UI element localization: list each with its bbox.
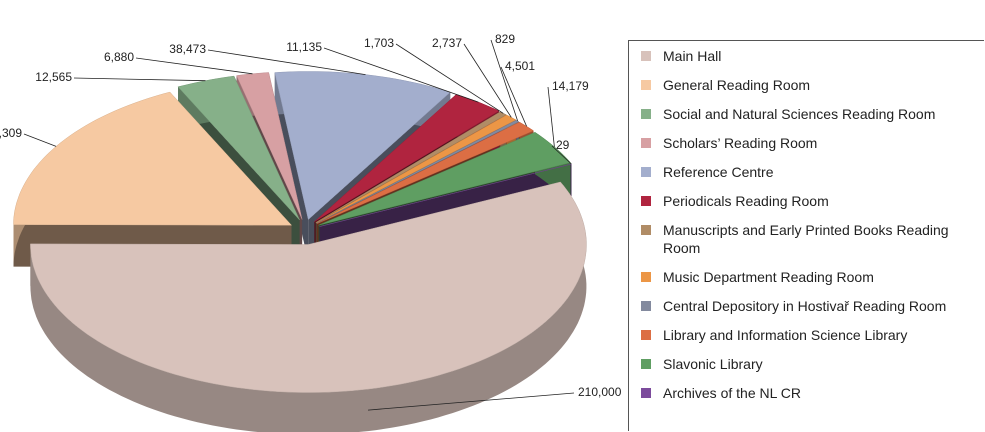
legend-swatch bbox=[641, 330, 651, 340]
data-label: 210,000 bbox=[578, 385, 622, 399]
legend-swatch bbox=[641, 51, 651, 61]
leader-line bbox=[490, 39, 518, 122]
slice bbox=[30, 181, 587, 393]
leader-line bbox=[500, 66, 527, 127]
legend-swatch bbox=[641, 359, 651, 369]
leader-line bbox=[73, 77, 206, 82]
legend-item: General Reading Room bbox=[641, 76, 984, 94]
data-label: 11,135 bbox=[286, 40, 322, 54]
data-label: 2,737 bbox=[432, 36, 462, 50]
legend-label: Scholars’ Reading Room bbox=[663, 135, 818, 151]
legend-item: Social and Natural Sciences Reading Room bbox=[641, 105, 984, 123]
legend-item: Music Department Reading Room bbox=[641, 268, 984, 286]
leader-line bbox=[367, 392, 575, 411]
legend-label: Slavonic Library bbox=[663, 356, 763, 372]
legend-swatch bbox=[641, 109, 651, 119]
slice bbox=[316, 121, 535, 224]
pie-area: 210,000 65,309 12,565 6,880 38,473 11,135 1,70… bbox=[0, 32, 622, 432]
legend-swatch bbox=[641, 225, 651, 235]
leader-line bbox=[135, 57, 253, 75]
leader-line bbox=[207, 49, 366, 75]
legend-swatch bbox=[641, 80, 651, 90]
leader-line bbox=[547, 86, 555, 147]
data-label: 829 bbox=[495, 32, 515, 46]
data-label: 38,473 bbox=[169, 42, 206, 56]
leader-line bbox=[23, 133, 57, 147]
leader-line bbox=[395, 43, 504, 114]
legend-label: Archives of the NL CR bbox=[663, 385, 801, 401]
data-label: 65,309 bbox=[0, 126, 22, 140]
slice bbox=[319, 163, 572, 227]
legend-item: Manuscripts and Early Printed Books Read… bbox=[641, 221, 984, 257]
leader-line bbox=[323, 47, 479, 103]
legend-item: Central Depository in Hostivař Reading R… bbox=[641, 297, 984, 315]
legend-label: Social and Natural Sciences Reading Room bbox=[663, 106, 936, 122]
legend-item: Main Hall bbox=[641, 47, 984, 65]
legend-label: Periodicals Reading Room bbox=[663, 193, 829, 209]
legend-item: Scholars’ Reading Room bbox=[641, 134, 984, 152]
legend-item: Reference Centre bbox=[641, 163, 984, 181]
data-label: 29 bbox=[556, 138, 570, 152]
leader-line bbox=[551, 145, 572, 165]
legend-swatch bbox=[641, 196, 651, 206]
legend-label: Reference Centre bbox=[663, 164, 774, 180]
legend-swatch bbox=[641, 138, 651, 148]
legend-item: Library and Information Science Library bbox=[641, 326, 984, 344]
leader-line bbox=[463, 43, 512, 118]
legend-label: Library and Information Science Library bbox=[663, 327, 908, 343]
legend-label: Central Depository in Hostivař Reading R… bbox=[663, 298, 947, 314]
data-label: 6,880 bbox=[104, 50, 134, 64]
legend-label: Music Department Reading Room bbox=[663, 269, 874, 285]
legend-swatch bbox=[641, 301, 651, 311]
data-label: 1,703 bbox=[364, 36, 394, 50]
legend-label: Manuscripts and Early Printed Books Read… bbox=[663, 222, 949, 256]
legend-item: Slavonic Library bbox=[641, 355, 984, 373]
legend: Main Hall General Reading Room Social and … bbox=[628, 40, 984, 431]
data-label: 12,565 bbox=[35, 70, 72, 84]
legend-swatch bbox=[641, 272, 651, 282]
legend-item: Periodicals Reading Room bbox=[641, 192, 984, 210]
data-label: 4,501 bbox=[505, 59, 535, 73]
legend-label: Main Hall bbox=[663, 48, 722, 64]
legend-swatch bbox=[641, 388, 651, 398]
legend-label: General Reading Room bbox=[663, 77, 811, 93]
data-label: 14,179 bbox=[552, 79, 589, 93]
legend-item: Archives of the NL CR bbox=[641, 384, 984, 402]
legend-swatch bbox=[641, 167, 651, 177]
